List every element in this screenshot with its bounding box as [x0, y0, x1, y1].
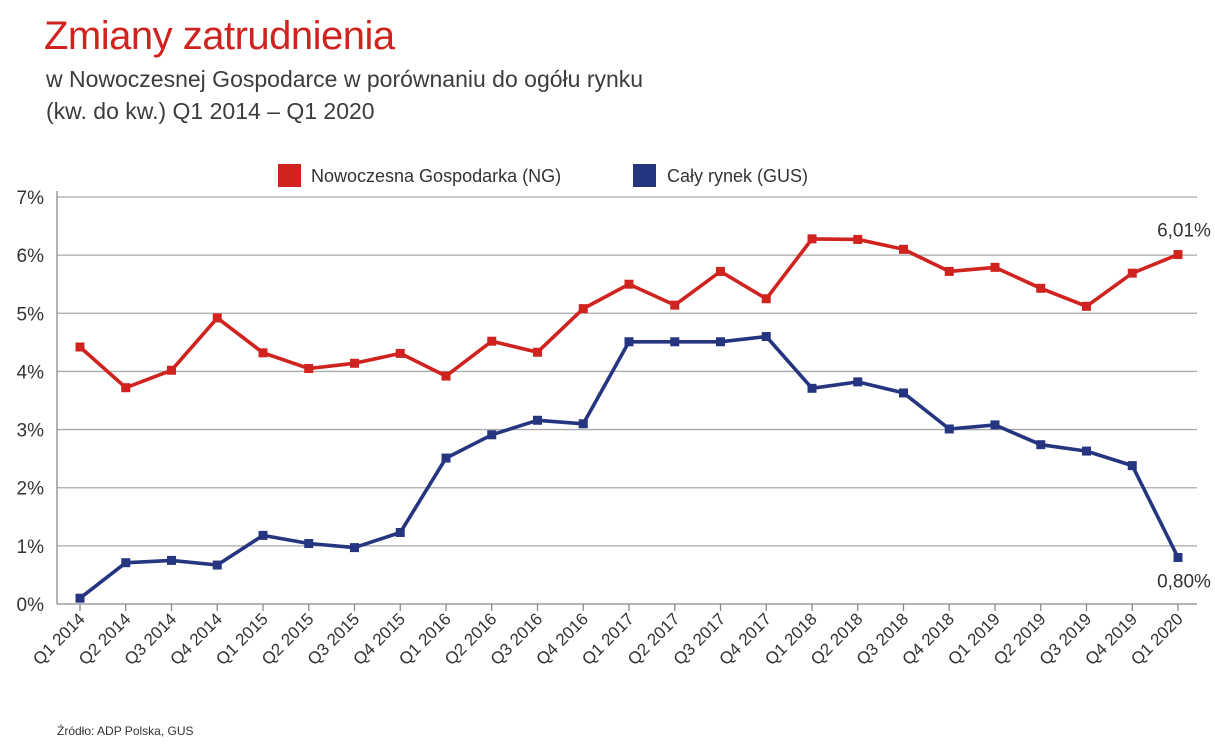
data-point-gus — [258, 530, 268, 540]
data-point-gus — [75, 593, 85, 603]
data-point-ng — [853, 234, 863, 244]
series-group — [75, 234, 1183, 603]
data-label: 0,80% — [1157, 571, 1211, 592]
data-point-ng — [1173, 250, 1183, 260]
data-point-gus — [670, 337, 680, 347]
data-label: 6,01% — [1157, 221, 1211, 242]
data-point-ng — [487, 336, 497, 346]
data-point-ng — [75, 342, 85, 352]
data-point-gus — [1036, 440, 1046, 450]
data-point-ng — [1082, 301, 1091, 311]
data-point-ng — [304, 364, 314, 374]
data-point-gus — [487, 430, 497, 440]
data-point-gus — [578, 419, 588, 429]
y-tick-label: 3% — [17, 421, 45, 442]
data-point-gus — [990, 420, 1000, 430]
data-point-ng — [258, 348, 268, 358]
data-point-gus — [1127, 461, 1137, 471]
data-point-gus — [853, 377, 863, 387]
legend-label-ng: Nowoczesna Gospodarka (NG) — [311, 166, 561, 186]
series-line-gus — [78, 334, 1180, 600]
data-point-gus — [1082, 446, 1091, 456]
chart-title: Zmiany zatrudnienia — [44, 14, 395, 58]
data-point-ng — [761, 294, 771, 304]
data-point-gus — [395, 527, 405, 537]
data-point-gus — [899, 388, 908, 398]
data-point-ng — [395, 348, 405, 358]
y-axis-ticks: 0% 1% 2% 3% 4% 5% 6% 7% — [17, 188, 45, 616]
data-point-ng — [533, 347, 542, 357]
data-point-gus — [350, 543, 359, 553]
data-point-ng — [990, 262, 1000, 272]
data-point-ng — [899, 244, 908, 254]
data-point-gus — [167, 555, 176, 565]
data-point-ng — [624, 279, 634, 289]
data-point-ng — [167, 365, 176, 375]
data-point-ng — [716, 266, 725, 276]
data-point-ng — [1036, 283, 1046, 293]
legend-swatch-gus — [633, 164, 656, 187]
data-point-gus — [533, 415, 542, 425]
data-point-ng — [670, 300, 680, 310]
data-point-gus — [1173, 552, 1183, 562]
chart-subtitle-line2: (kw. do kw.) Q1 2014 – Q1 2020 — [46, 98, 375, 124]
legend-label-gus: Cały rynek (GUS) — [667, 166, 808, 186]
data-point-gus — [441, 453, 451, 463]
gridlines — [57, 196, 1197, 547]
y-tick-label: 7% — [17, 188, 45, 209]
data-point-ng — [441, 371, 451, 381]
data-point-ng — [1127, 268, 1137, 278]
data-point-ng — [578, 304, 588, 314]
legend-swatch-ng — [278, 164, 301, 187]
data-point-gus — [944, 424, 954, 434]
y-tick-label: 5% — [17, 304, 45, 325]
data-point-gus — [716, 337, 725, 347]
y-tick-label: 2% — [17, 479, 45, 500]
y-tick-label: 0% — [17, 595, 45, 616]
y-tick-label: 4% — [17, 362, 45, 383]
data-point-ng — [944, 266, 954, 276]
y-tick-label: 6% — [17, 246, 45, 267]
data-point-gus — [624, 337, 634, 347]
data-point-ng — [807, 234, 817, 244]
data-point-gus — [304, 539, 314, 549]
source-note: Źródło: ADP Polska, GUS — [57, 724, 194, 738]
data-point-gus — [121, 558, 131, 568]
data-point-ng — [121, 383, 131, 393]
legend: Nowoczesna Gospodarka (NG) Cały rynek (GU… — [278, 164, 808, 187]
y-tick-label: 1% — [17, 537, 45, 558]
data-point-gus — [761, 332, 771, 342]
chart-subtitle-line1: w Nowoczesnej Gospodarce w porównaniu do… — [46, 66, 644, 92]
data-point-ng — [212, 313, 222, 323]
data-point-gus — [807, 383, 817, 393]
data-point-ng — [350, 358, 359, 368]
data-point-gus — [212, 560, 222, 570]
axes — [56, 191, 1197, 605]
annotations: 6,01% 0,80% — [1157, 221, 1211, 593]
